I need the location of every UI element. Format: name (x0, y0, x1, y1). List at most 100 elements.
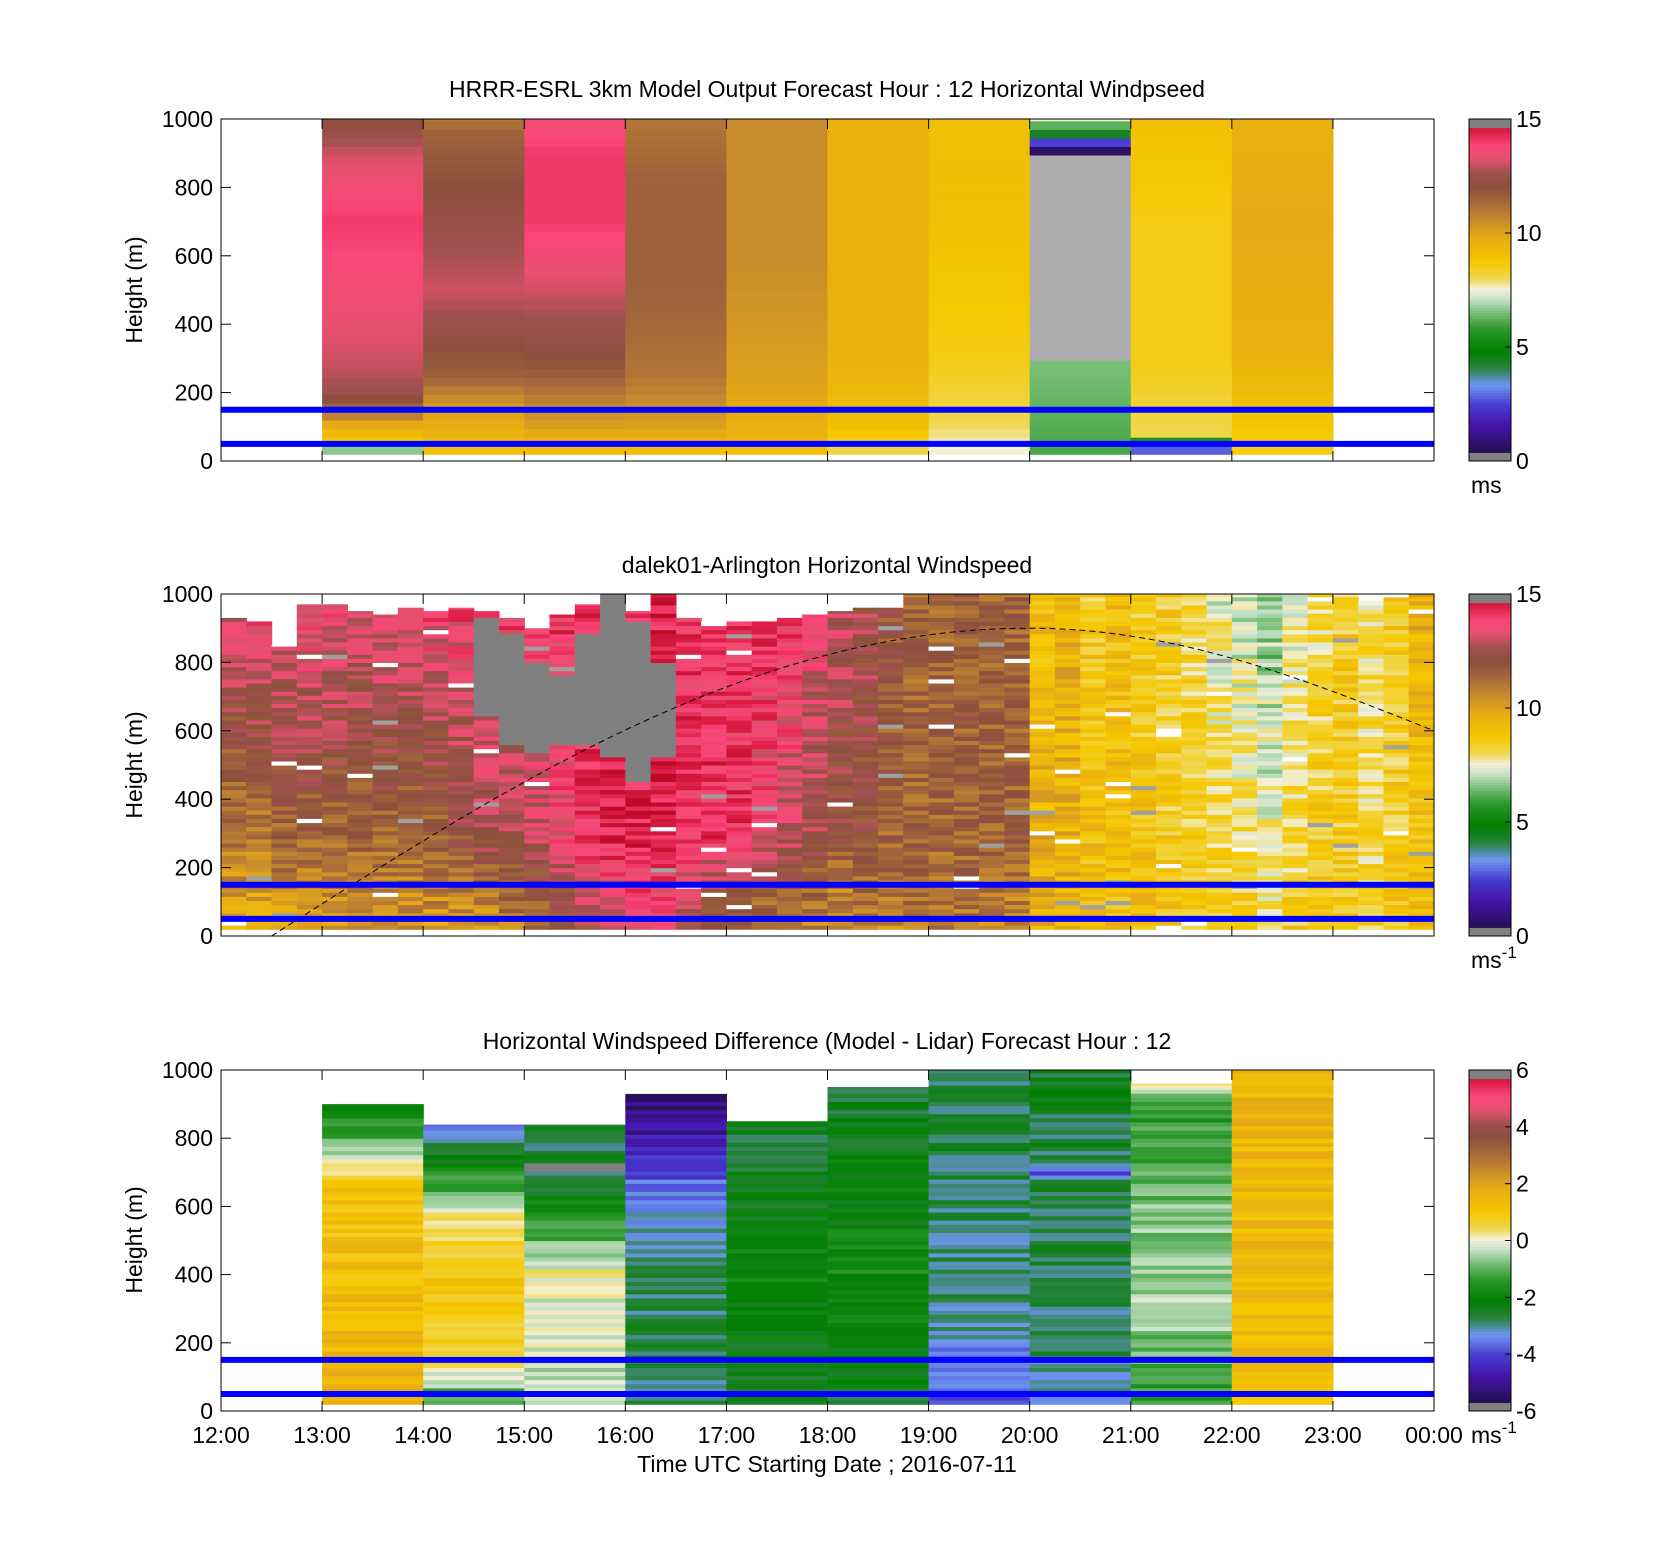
heatmap-cell (979, 617, 1005, 622)
heatmap-cell (1358, 892, 1385, 897)
heatmap-cell (625, 1170, 727, 1176)
heatmap-cell (1332, 797, 1359, 803)
heatmap-cell (524, 257, 626, 267)
heatmap-cell (1231, 921, 1258, 926)
heatmap-cell (726, 428, 829, 438)
heatmap-cell (397, 756, 424, 762)
heatmap-cell (625, 777, 652, 782)
heatmap-cell (322, 925, 348, 930)
colorbar-segment (1469, 124, 1511, 129)
heatmap-cell (1358, 629, 1385, 635)
heatmap-cell (827, 1326, 930, 1332)
heatmap-cell (953, 691, 980, 696)
heatmap-cell (448, 609, 475, 614)
heatmap-cell (1257, 678, 1283, 684)
heatmap-cell (524, 908, 551, 914)
heatmap-cell (802, 625, 829, 631)
heatmap-cell (1206, 650, 1233, 655)
heatmap-cell (1080, 719, 1107, 725)
heatmap-cell (1130, 325, 1233, 336)
heatmap-cell (827, 687, 854, 692)
heatmap-cell (726, 1301, 829, 1307)
heatmap-cell (1181, 724, 1208, 729)
heatmap-cell (1257, 641, 1283, 647)
heatmap-cell (1332, 863, 1359, 869)
heatmap-cell (1408, 625, 1434, 631)
heatmap-cell (878, 826, 904, 832)
heatmap-cell (1206, 797, 1233, 803)
heatmap-cell (1105, 822, 1132, 828)
heatmap-cell (221, 814, 247, 819)
heatmap-cell (625, 1261, 727, 1266)
heatmap-cell (1332, 801, 1359, 807)
heatmap-cell (1358, 851, 1385, 856)
heatmap-cell (322, 604, 348, 610)
heatmap-cell (1004, 732, 1031, 737)
heatmap-cell (802, 760, 829, 766)
colorbar-segment (1469, 347, 1511, 351)
heatmap-cell (1080, 781, 1107, 787)
heatmap-cell (827, 1379, 930, 1385)
heatmap-cell (726, 1183, 829, 1188)
heatmap-cell (827, 641, 854, 647)
heatmap-cell (1181, 921, 1208, 926)
heatmap-cell (726, 1211, 829, 1217)
heatmap-cell (322, 740, 348, 746)
heatmap-cell (1383, 769, 1410, 774)
heatmap-cell (600, 625, 626, 631)
heatmap-cell (1130, 629, 1157, 635)
heatmap-cell (1383, 707, 1410, 713)
heatmap-cell (878, 691, 904, 696)
heatmap-cell (1080, 834, 1107, 840)
heatmap-cell (372, 921, 399, 926)
heatmap-cell (473, 611, 500, 614)
heatmap-cell (903, 814, 930, 819)
heatmap-cell (701, 719, 727, 725)
heatmap-cell (675, 785, 702, 791)
heatmap-cell (1307, 711, 1334, 717)
heatmap-cell (372, 892, 399, 897)
heatmap-cell (1257, 617, 1283, 622)
heatmap-cell (372, 801, 399, 807)
heatmap-cell (423, 785, 450, 791)
heatmap-cell (878, 760, 904, 766)
heatmap-cell (423, 129, 525, 139)
heatmap-cell (347, 838, 374, 844)
heatmap-cell (726, 1228, 829, 1233)
heatmap-cell (347, 847, 374, 852)
heatmap-cell (1130, 789, 1157, 795)
heatmap-cell (1257, 752, 1283, 758)
heatmap-cell (777, 682, 803, 688)
heatmap-cell (1130, 670, 1157, 676)
heatmap-cell (953, 855, 980, 860)
heatmap-cell (802, 904, 829, 910)
heatmap-cell (726, 650, 753, 655)
heatmap-cell (372, 658, 399, 663)
heatmap-cell (1257, 736, 1283, 741)
heatmap-cell (827, 1346, 930, 1352)
heatmap-cell (549, 670, 576, 676)
heatmap-cell (448, 629, 475, 635)
heatmap-cell (549, 719, 576, 725)
heatmap-cell (953, 654, 980, 659)
heatmap-cell (979, 646, 1005, 651)
heatmap-cell (953, 732, 980, 737)
heatmap-cell (600, 843, 626, 848)
heatmap-cell (1130, 291, 1233, 301)
heatmap-cell (499, 736, 525, 741)
heatmap-cell (296, 789, 323, 795)
heatmap-cell (1206, 728, 1233, 733)
heatmap-cell (600, 838, 626, 844)
heatmap-cell (423, 1273, 525, 1278)
heatmap-cell (1358, 736, 1385, 741)
heatmap-cell (802, 695, 829, 700)
heatmap-cell (675, 888, 702, 893)
heatmap-cell (423, 611, 450, 614)
heatmap-cell (1358, 674, 1385, 680)
heatmap-cell (928, 728, 955, 733)
heatmap-cell (1130, 687, 1157, 692)
heatmap-cell (1130, 600, 1157, 606)
heatmap-cell (1257, 867, 1283, 873)
heatmap-cell (524, 266, 626, 276)
heatmap-cell (701, 785, 727, 791)
